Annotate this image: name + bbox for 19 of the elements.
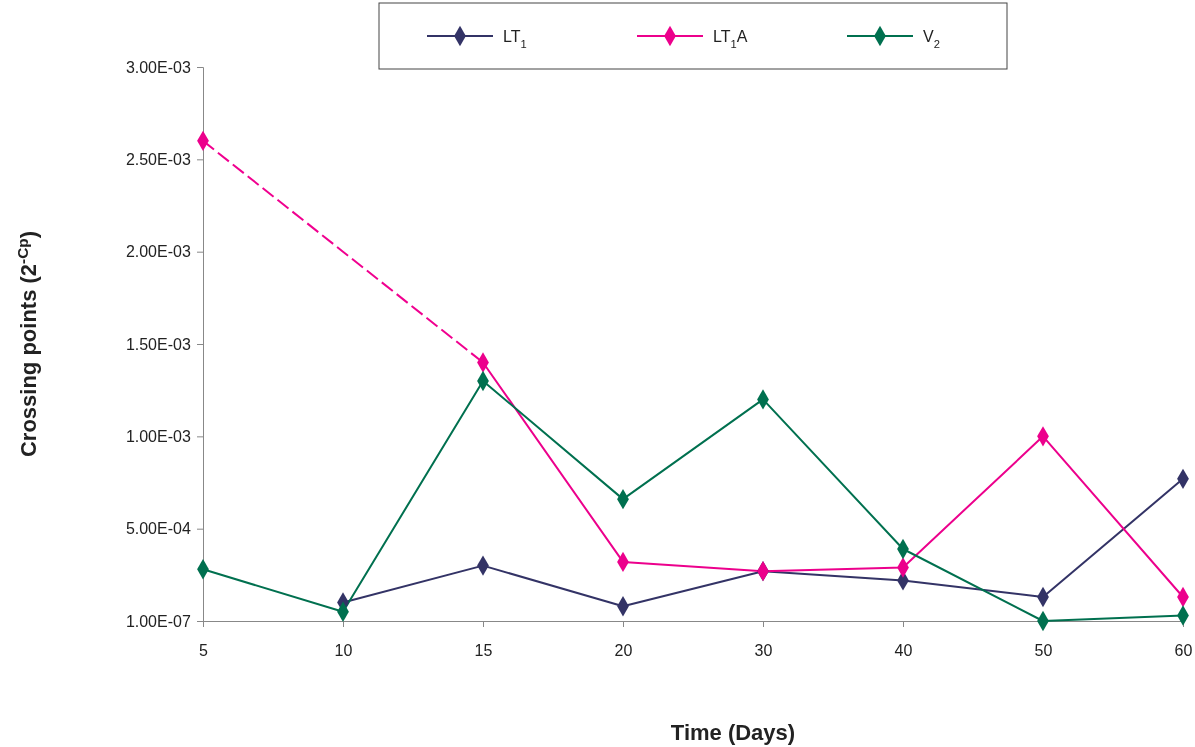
y-tick-label: 2.00E-03 [125,243,191,261]
x-tick-label: 15 [474,641,493,659]
x-tick-label: 50 [1034,641,1053,659]
x-axis-title: Time (Days) [670,720,796,745]
y-tick-label: 2.50E-03 [125,150,191,168]
legend-label: LT$_{1}$ [503,28,527,50]
y-tick-label: 1.00E-07 [125,612,191,630]
y-tick-label: 1.00E-03 [125,427,191,445]
x-tick-label: 30 [754,641,773,659]
y-tick-label: 1.50E-03 [125,335,191,353]
x-tick-label: 20 [614,641,633,659]
x-tick-label: 40 [894,641,913,659]
y-tick-label: 3.00E-03 [125,58,191,76]
y-tick-label: 5.00E-04 [125,520,191,538]
x-tick-label: 60 [1174,641,1193,659]
x-tick-label: 10 [334,641,353,659]
x-tick-label: 5 [199,641,209,659]
legend-label: V$_{2}$ [923,28,940,50]
legend-label: LT$_{1}$A [713,28,748,50]
